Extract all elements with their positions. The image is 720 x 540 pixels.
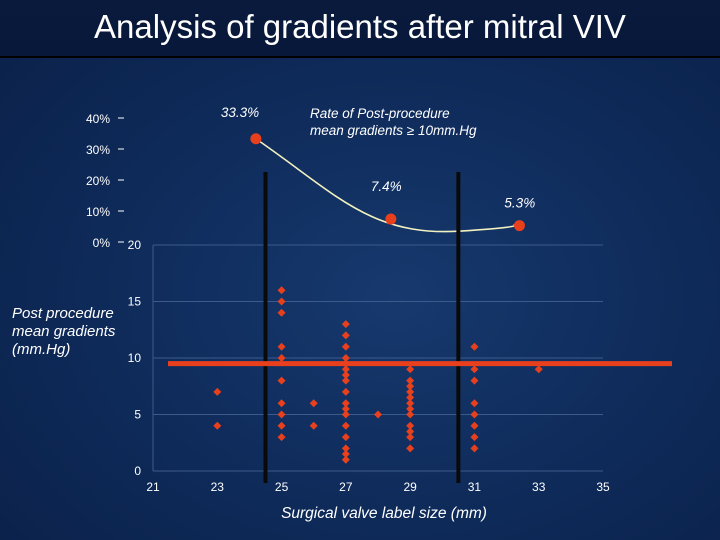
rate-chart-title-line1: Rate of Post-procedure [310, 106, 450, 121]
y-tick-label-0: 0 [134, 464, 141, 478]
scatter-point [341, 455, 350, 464]
scatter-point [277, 399, 286, 408]
scatter-point [309, 421, 318, 430]
page-title: Analysis of gradients after mitral VIV [94, 8, 626, 45]
scatter-point [470, 444, 479, 453]
title-bar: Analysis of gradients after mitral VIV [0, 0, 720, 58]
x-tick-label-29: 29 [403, 480, 417, 494]
scatter-point [277, 297, 286, 306]
rate-point-1 [385, 213, 397, 225]
scatter-point [277, 342, 286, 351]
scatter-point [406, 393, 415, 402]
scatter-point [470, 365, 479, 374]
y-tick-label-20: 20 [128, 238, 142, 252]
scatter-point [213, 421, 222, 430]
scatter-point [341, 331, 350, 340]
scatter-point [470, 376, 479, 385]
scatter-point [406, 365, 415, 374]
scatter-point [406, 410, 415, 419]
rate-data-label-1: 7.4% [371, 179, 402, 194]
y-tick-label-5: 5 [134, 408, 141, 422]
scatter-point [277, 410, 286, 419]
scatter-point [341, 370, 350, 379]
scatter-point [277, 308, 286, 317]
scatter-point [406, 382, 415, 391]
gradient-chart: 0 5 10 15 20 21 23 25 27 29 31 33 35 Post procedure… [12, 172, 672, 522]
y-axis-label-line2: mean gradients [12, 323, 116, 340]
scatter-point [341, 421, 350, 430]
x-tick-label-35: 35 [596, 480, 610, 494]
scatter-point [470, 421, 479, 430]
rate-chart-title-line2: mean gradients ≥ 10mm.Hg [310, 123, 477, 138]
scatter-point [309, 399, 318, 408]
scatter-point [341, 365, 350, 374]
scatter-point [341, 376, 350, 385]
rate-data-label-2: 5.3% [504, 196, 535, 211]
scatter-point [341, 342, 350, 351]
rate-y-tick-label-40: 40% [86, 112, 110, 126]
scatter-point [406, 404, 415, 413]
x-tick-label-23: 23 [211, 480, 225, 494]
rate-y-tick-label-30: 30% [86, 143, 110, 157]
rate-point-0 [250, 133, 262, 145]
scatter-point [470, 433, 479, 442]
y-axis-label-line3: (mm.Hg) [12, 341, 70, 358]
scatter-point [341, 354, 350, 362]
scatter-point [406, 387, 415, 396]
y-tick-label-15: 15 [128, 295, 142, 309]
scatter-point [406, 427, 415, 436]
rate-y-tick-label-10: 10% [86, 205, 110, 219]
title-underline [0, 56, 720, 58]
scatter-point [406, 399, 415, 408]
scatter-point [277, 286, 286, 295]
y-axis-label-line1: Post procedure [12, 305, 114, 322]
scatter-point [277, 433, 286, 442]
scatter-point [374, 410, 382, 419]
x-tick-label-33: 33 [532, 480, 546, 494]
scatter-point [277, 354, 286, 362]
x-tick-label-25: 25 [275, 480, 289, 494]
rate-chart: Rate of Post-procedure mean gradients ≥ … [86, 105, 535, 250]
scatter-point [406, 421, 415, 430]
scatter-point [470, 410, 479, 419]
scatter-point [277, 376, 286, 385]
scatter-point [341, 433, 350, 442]
x-tick-label-21: 21 [146, 480, 160, 494]
scatter-point [277, 421, 286, 430]
rate-y-tick-label-20: 20% [86, 174, 110, 188]
scatter-point [341, 399, 350, 408]
scatter-point [534, 365, 543, 374]
scatter-point [341, 387, 350, 396]
scatter-point [470, 399, 479, 408]
x-tick-label-27: 27 [339, 480, 353, 494]
scatter-point [341, 450, 350, 459]
scatter-point [406, 433, 415, 442]
scatter-point [341, 444, 350, 453]
y-tick-label-10: 10 [128, 351, 142, 365]
scatter-point [406, 376, 415, 385]
scatter-point [341, 320, 350, 329]
x-axis-label: Surgical valve label size (mm) [281, 505, 487, 522]
scatter-point [341, 410, 350, 419]
x-tick-label-31: 31 [468, 480, 482, 494]
rate-data-label-0: 33.3% [221, 105, 259, 120]
scatter-point [470, 342, 479, 351]
rate-point-2 [513, 220, 525, 232]
scatter-point [406, 444, 415, 453]
scatter-point [213, 387, 222, 396]
rate-y-tick-label-0: 0% [93, 236, 111, 250]
scatter-point [341, 404, 350, 413]
